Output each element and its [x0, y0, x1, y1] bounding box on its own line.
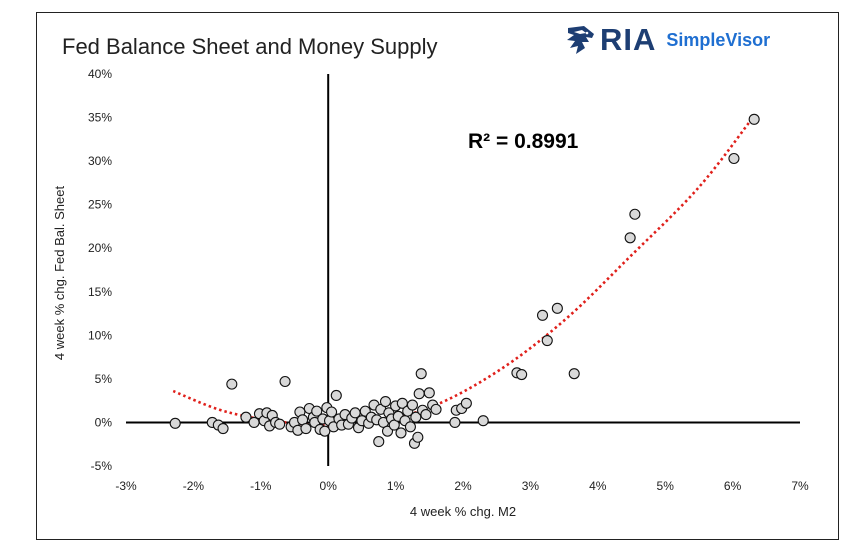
data-point	[381, 425, 394, 437]
data-point	[413, 388, 425, 400]
y-tick-label: 35%	[88, 111, 112, 125]
logo-product-text: SimpleVisor	[666, 29, 771, 50]
x-tick-label: -1%	[250, 479, 272, 493]
y-tick-label: 0%	[95, 415, 113, 429]
x-tick-label: 2%	[454, 479, 472, 493]
data-point	[748, 113, 760, 125]
data-point	[624, 232, 636, 244]
data-point	[379, 395, 392, 408]
y-tick-label: 25%	[88, 198, 112, 212]
y-tick-label: -5%	[91, 459, 113, 473]
data-point	[568, 368, 580, 380]
data-point	[373, 436, 385, 448]
x-tick-label: 4%	[589, 479, 607, 493]
x-tick-label: 3%	[522, 479, 540, 493]
y-tick-label: 20%	[88, 241, 112, 255]
x-axis-ticks: -3% -2% -1% 0% 1% 2% 3% 4% 5% 6% 7%	[115, 479, 809, 493]
x-axis-label: 4 week % chg. M2	[410, 504, 516, 519]
data-point	[300, 422, 312, 435]
data-point	[326, 406, 338, 418]
data-point	[412, 431, 424, 443]
chart-frame	[36, 12, 839, 540]
x-tick-label: 6%	[724, 479, 742, 493]
data-point	[395, 427, 407, 439]
data-point	[404, 421, 416, 433]
data-point	[728, 152, 740, 165]
data-point	[423, 387, 435, 399]
y-tick-label: 30%	[88, 154, 112, 168]
data-point	[536, 309, 549, 321]
data-point	[169, 417, 181, 429]
data-point	[449, 416, 461, 428]
r-squared-annotation: R² = 0.8991	[468, 130, 579, 153]
x-tick-label: 1%	[387, 479, 405, 493]
data-point	[274, 418, 286, 430]
y-axis-label: 4 week % chg. Fed Bal. Sheet	[52, 186, 67, 361]
data-point	[460, 397, 472, 409]
data-point	[217, 422, 229, 435]
chart-title: Fed Balance Sheet and Money Supply	[62, 34, 438, 59]
data-point	[279, 375, 291, 388]
data-point	[406, 399, 419, 411]
data-points	[169, 113, 760, 449]
y-tick-label: 10%	[88, 328, 112, 342]
x-tick-label: -2%	[183, 479, 205, 493]
logo-brand-text: RIA	[600, 22, 657, 57]
data-point	[629, 208, 641, 220]
data-point	[477, 415, 489, 427]
y-tick-label: 40%	[88, 67, 112, 81]
data-point	[410, 411, 422, 423]
y-tick-label: 5%	[95, 372, 113, 386]
data-point	[311, 405, 323, 417]
eagle-head-icon	[567, 26, 594, 54]
y-tick-label: 15%	[88, 285, 112, 299]
y-axis-ticks: -5% 0% 5% 10% 15% 20% 25% 30% 35% 40%	[88, 67, 112, 473]
data-point	[420, 409, 432, 421]
data-point	[516, 368, 528, 381]
data-point	[226, 378, 238, 390]
data-point	[319, 425, 331, 437]
data-point	[430, 403, 442, 415]
ria-simplevisor-logo: RIA SimpleVisor	[566, 22, 770, 58]
data-point	[541, 335, 553, 347]
data-point	[415, 368, 427, 380]
data-point	[240, 411, 252, 423]
trendline	[172, 116, 754, 427]
x-tick-label: 5%	[657, 479, 675, 493]
x-tick-label: 0%	[320, 479, 338, 493]
x-tick-label: -3%	[115, 479, 137, 493]
data-point	[330, 389, 342, 401]
x-tick-label: 7%	[791, 479, 809, 493]
data-point	[551, 302, 563, 314]
